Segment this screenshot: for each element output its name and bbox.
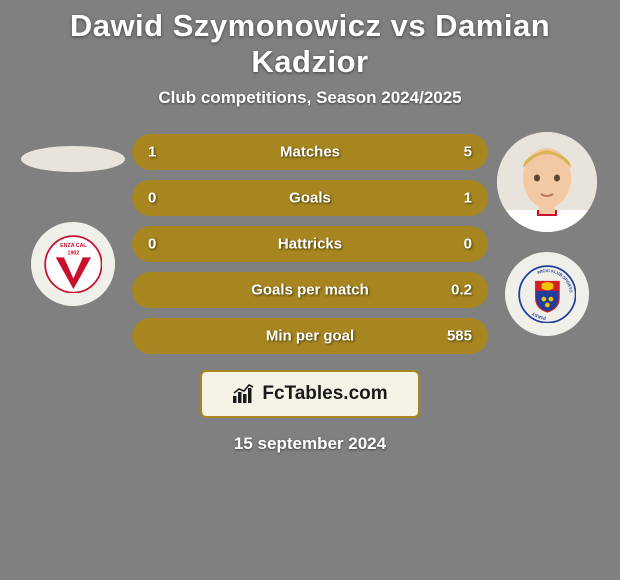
stat-right-value: 5: [464, 144, 472, 161]
stat-right-value: 0.2: [451, 282, 472, 299]
stat-right-value: 585: [447, 328, 472, 345]
stats-column: 1 Matches 5 0 Goals 1 0 Hattricks 0 Goal…: [134, 136, 486, 352]
chart-bars-icon: [232, 384, 256, 404]
left-club-badge: ENZA CAL 1902: [31, 222, 115, 306]
date-line: 15 september 2024: [0, 434, 620, 454]
svg-text:ENZA CAL: ENZA CAL: [60, 242, 87, 248]
main-row: ENZA CAL 1902 1 Matches 5 0 Goals 1: [0, 136, 620, 352]
stat-label: Matches: [280, 144, 340, 161]
stat-bar-gpm: Goals per match 0.2: [134, 274, 486, 306]
page-subtitle: Club competitions, Season 2024/2025: [0, 88, 620, 108]
stat-label: Hattricks: [278, 236, 342, 253]
stat-bar-goals: 0 Goals 1: [134, 182, 486, 214]
svg-text:1902: 1902: [67, 250, 79, 256]
stat-right-value: 0: [464, 236, 472, 253]
stat-bar-hattricks: 0 Hattricks 0: [134, 228, 486, 260]
shield-piast-icon: PIAST WICKI KLUB SPORTO: [518, 265, 577, 324]
stat-label: Goals: [289, 190, 331, 207]
shield-v-icon: ENZA CAL 1902: [44, 235, 103, 294]
brand-text: FcTables.com: [262, 383, 387, 405]
brand-box[interactable]: FcTables.com: [202, 372, 418, 416]
left-player-photo: [21, 146, 125, 172]
left-column: ENZA CAL 1902: [18, 136, 128, 306]
comparison-card: Dawid Szymonowicz vs Damian Kadzior Club…: [0, 0, 620, 580]
stat-left-value: 0: [148, 236, 156, 253]
stat-bar-matches: 1 Matches 5: [134, 136, 486, 168]
right-club-badge: PIAST WICKI KLUB SPORTO: [505, 252, 589, 336]
stat-label: Goals per match: [251, 282, 369, 299]
player-face-icon: [497, 132, 597, 232]
right-column: PIAST WICKI KLUB SPORTO: [492, 136, 602, 336]
stat-bar-mpg: Min per goal 585: [134, 320, 486, 352]
stat-label: Min per goal: [266, 328, 354, 345]
page-title: Dawid Szymonowicz vs Damian Kadzior: [0, 4, 620, 88]
stat-left-value: 0: [148, 190, 156, 207]
stat-left-value: 1: [148, 144, 156, 161]
stat-right-value: 1: [464, 190, 472, 207]
right-player-photo: [497, 132, 597, 232]
